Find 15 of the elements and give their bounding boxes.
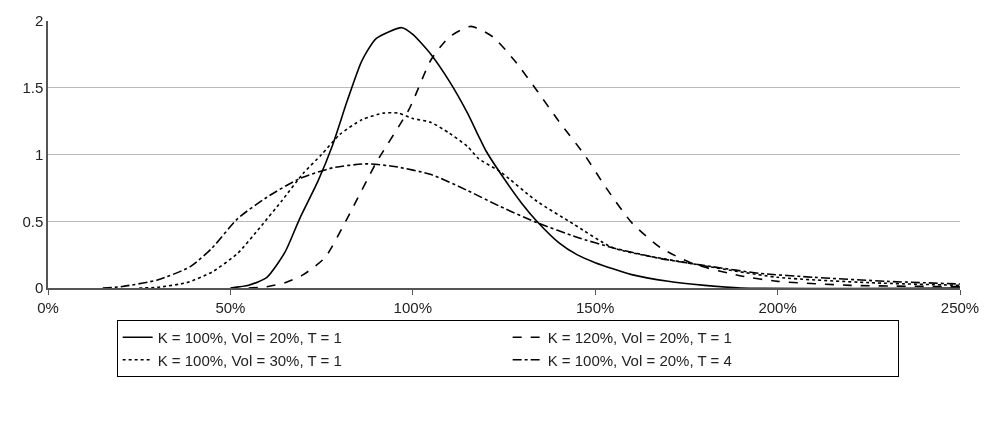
legend-label: K = 100%, Vol = 30%, T = 1 bbox=[157, 351, 342, 369]
y-tick-label: 0 bbox=[34, 279, 44, 297]
x-tick-label: 200% bbox=[758, 298, 797, 316]
x-tick-label: 250% bbox=[940, 298, 980, 316]
y-tick-label: 0.5 bbox=[22, 212, 44, 230]
y-tick-label: 1 bbox=[34, 145, 44, 163]
x-tick-label: 150% bbox=[576, 298, 615, 316]
legend-label: K = 100%, Vol = 20%, T = 4 bbox=[547, 351, 732, 369]
legend-label: K = 120%, Vol = 20%, T = 1 bbox=[547, 329, 732, 347]
x-tick-label: 0% bbox=[37, 298, 59, 316]
x-tick-label: 50% bbox=[215, 298, 246, 316]
legend-label: K = 100%, Vol = 20%, T = 1 bbox=[157, 329, 342, 347]
y-tick-label: 2 bbox=[34, 12, 44, 30]
y-tick-label: 1.5 bbox=[22, 79, 44, 96]
x-tick-label: 100% bbox=[393, 298, 432, 316]
